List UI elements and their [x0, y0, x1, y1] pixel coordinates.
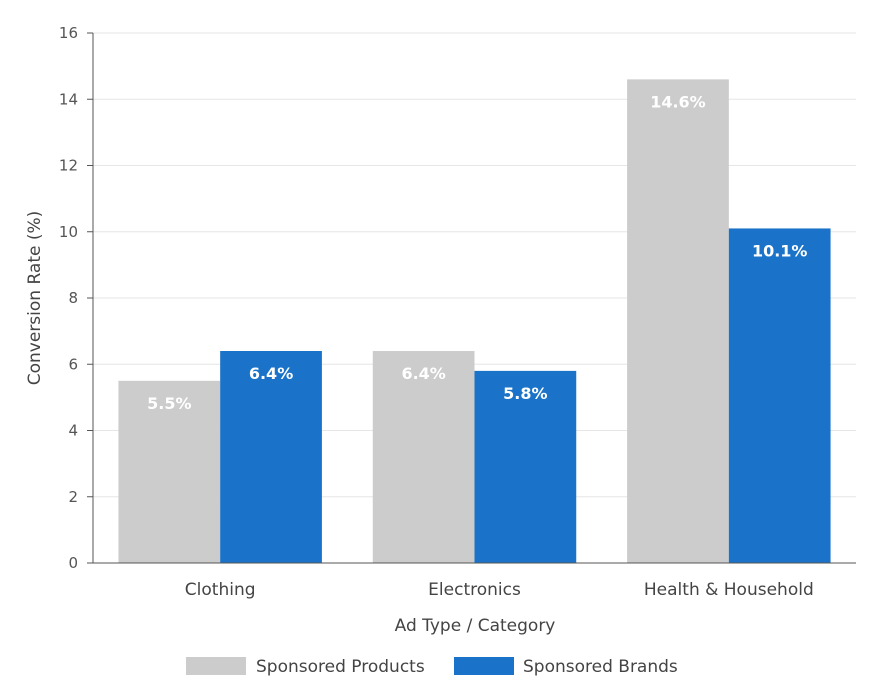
legend-label: Sponsored Brands — [523, 657, 678, 677]
y-axis-title: Conversion Rate (%) — [25, 211, 45, 386]
bar-value-label: 10.1% — [752, 241, 808, 260]
legend-swatch — [186, 657, 246, 675]
bar — [118, 380, 221, 563]
y-tick-label: 2 — [68, 488, 78, 506]
bar-value-label: 6.4% — [401, 364, 445, 383]
bar — [627, 79, 729, 563]
bars: 5.5% 6.4% 6.4% 5.8% 14.6% 10.1% — [118, 79, 831, 563]
bar — [372, 351, 475, 563]
bar — [728, 228, 831, 563]
y-tick-label: 8 — [68, 289, 78, 307]
y-tick-label: 12 — [59, 157, 78, 175]
x-tick-label: Health & Household — [644, 580, 814, 600]
x-tick-label: Electronics — [428, 580, 521, 600]
y-tick-label: 4 — [68, 422, 78, 440]
legend-swatch — [454, 657, 514, 675]
bar-value-label: 5.5% — [147, 394, 191, 413]
legend: Sponsored Products Sponsored Brands — [186, 657, 678, 677]
x-axis-title: Ad Type / Category — [395, 616, 556, 636]
y-tick-label: 10 — [59, 223, 78, 241]
y-tick-label: 16 — [59, 24, 78, 42]
y-tick-label: 6 — [68, 355, 78, 373]
bar-value-label: 5.8% — [503, 384, 547, 403]
y-tick-labels: 0 2 4 6 8 10 12 14 16 — [59, 24, 78, 572]
x-tick-label: Clothing — [185, 580, 256, 600]
bar — [220, 351, 322, 563]
bar-value-label: 6.4% — [249, 364, 293, 383]
y-tick-label: 0 — [68, 554, 78, 572]
axes — [92, 33, 856, 564]
y-tick-label: 14 — [59, 90, 78, 108]
legend-label: Sponsored Products — [256, 657, 425, 677]
bar — [474, 370, 577, 563]
x-tick-labels: Clothing Electronics Health & Household — [185, 580, 814, 600]
bar-value-label: 14.6% — [650, 92, 706, 111]
